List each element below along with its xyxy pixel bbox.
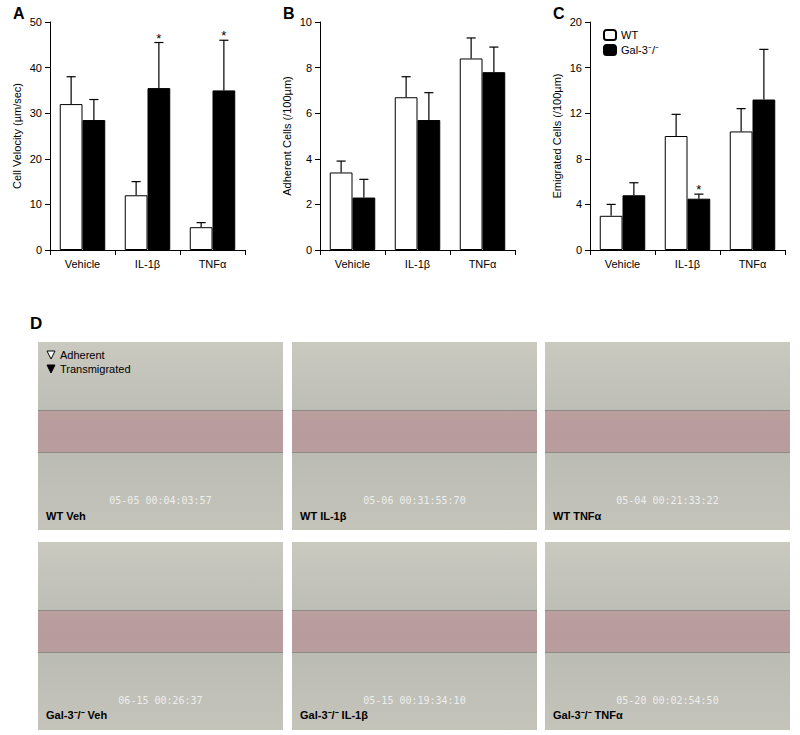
svg-text:10: 10: [300, 16, 312, 28]
svg-text:IL-1β: IL-1β: [675, 258, 700, 270]
svg-text:*: *: [156, 31, 161, 46]
html-text:06-15 00:26:37: 06-15 00:26:37: [118, 695, 203, 706]
html-text:WT TNFα: WT TNFα: [553, 510, 602, 522]
svg-text:0: 0: [576, 244, 582, 256]
html-text:Gal-3⁻/⁻ IL-1β: Gal-3⁻/⁻ IL-1β: [300, 709, 368, 721]
svg-text:2: 2: [306, 198, 312, 210]
svg-text:0: 0: [36, 244, 42, 256]
svg-text:*: *: [696, 182, 701, 197]
svg-text:10: 10: [30, 198, 42, 210]
svg-text:B: B: [283, 5, 295, 22]
svg-text:Vehicle: Vehicle: [605, 258, 640, 270]
svg-text:16: 16: [570, 62, 582, 74]
svg-text:20: 20: [30, 153, 42, 165]
svg-text:IL-1β: IL-1β: [405, 258, 430, 270]
html-text:Gal-3⁻/⁻ TNFα: Gal-3⁻/⁻ TNFα: [553, 709, 623, 721]
html-text:05-15 00:19:34:10: 05-15 00:19:34:10: [363, 695, 466, 706]
html-text:05-06 00:31:55:70: 05-06 00:31:55:70: [363, 495, 466, 506]
svg-text:4: 4: [576, 198, 582, 210]
svg-text:C: C: [553, 5, 565, 22]
svg-text:50: 50: [30, 16, 42, 28]
svg-text:Cell Velocity (µm/sec): Cell Velocity (µm/sec): [11, 83, 23, 189]
html-text:D: D: [30, 314, 43, 333]
svg-text:Gal-3⁻/⁻: Gal-3⁻/⁻: [621, 44, 659, 56]
svg-text:Vehicle: Vehicle: [335, 258, 370, 270]
svg-text:20: 20: [570, 16, 582, 28]
svg-text:0: 0: [306, 244, 312, 256]
html-text:05-04 00:21:33:22: 05-04 00:21:33:22: [616, 495, 719, 506]
svg-text:A: A: [13, 5, 25, 22]
svg-text:8: 8: [306, 62, 312, 74]
svg-text:TNFα: TNFα: [739, 258, 767, 270]
svg-text:TNFα: TNFα: [199, 258, 227, 270]
svg-text:8: 8: [576, 153, 582, 165]
svg-text:Emigrated Cells (/100µm): Emigrated Cells (/100µm): [551, 74, 563, 199]
svg-text:IL-1β: IL-1β: [135, 258, 160, 270]
html-text:Transmigrated: Transmigrated: [60, 363, 131, 375]
svg-text:TNFα: TNFα: [469, 258, 497, 270]
html-text:Adherent: Adherent: [60, 349, 105, 361]
svg-text:*: *: [221, 28, 226, 43]
svg-text:Adherent Cells (/100µm): Adherent Cells (/100µm): [281, 76, 293, 195]
svg-text:30: 30: [30, 107, 42, 119]
svg-text:4: 4: [306, 153, 312, 165]
html-text:05-20 00:02:54:50: 05-20 00:02:54:50: [616, 695, 719, 706]
html-text:Gal-3⁻/⁻ Veh: Gal-3⁻/⁻ Veh: [46, 709, 108, 721]
svg-text:Vehicle: Vehicle: [65, 258, 100, 270]
svg-text:WT: WT: [621, 29, 638, 41]
html-text:WT IL-1β: WT IL-1β: [300, 510, 347, 522]
svg-text:12: 12: [570, 107, 582, 119]
svg-text:6: 6: [306, 107, 312, 119]
html-text:WT Veh: WT Veh: [46, 510, 86, 522]
html-text:05-05 00:04:03:57: 05-05 00:04:03:57: [109, 495, 212, 506]
svg-text:40: 40: [30, 62, 42, 74]
